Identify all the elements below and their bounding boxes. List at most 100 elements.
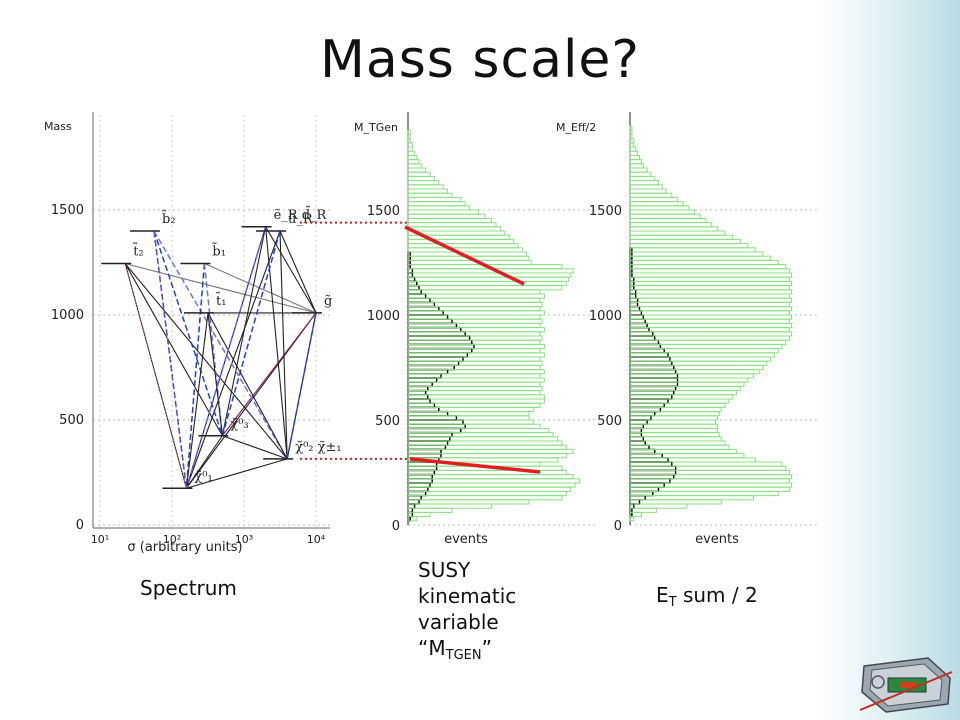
histogram-bar — [629, 259, 779, 266]
decay-line — [125, 263, 317, 314]
histogram-bar — [629, 306, 792, 312]
histogram-bar — [407, 159, 420, 165]
decay-line — [286, 312, 317, 459]
histogram-bar — [629, 146, 637, 152]
histogram-bar — [629, 171, 652, 177]
caption-spectrum: Spectrum — [140, 576, 237, 600]
histogram-bar — [407, 247, 523, 253]
histogram-bar — [629, 301, 791, 308]
histogram-bar — [629, 268, 791, 274]
mass-level-label: ũ_R — [288, 212, 314, 227]
decay-line — [153, 230, 288, 460]
histogram-bar — [629, 133, 633, 140]
y-tick-label: 500 — [597, 414, 622, 429]
histogram-bar — [629, 154, 640, 161]
caption-subscript: T — [668, 595, 677, 610]
histogram-bar — [629, 163, 644, 169]
histogram-bar — [629, 196, 678, 203]
mass-level-label: t̃₁ — [215, 292, 226, 309]
histogram-bar — [629, 280, 792, 287]
histogram-bar — [407, 196, 462, 203]
decay-line — [222, 435, 288, 460]
histogram-bar — [629, 255, 772, 261]
y-tick-label: 1000 — [367, 309, 400, 324]
decay-line — [279, 230, 317, 314]
y-tick-label: 1500 — [367, 204, 400, 219]
decay-line — [207, 312, 288, 460]
decay-line — [124, 263, 223, 437]
histogram-bar — [629, 175, 656, 182]
histogram-bar — [407, 272, 572, 278]
caption-susy-variable: SUSY kinematic variable “MTGEN” — [418, 557, 516, 669]
edge-indicator-line — [409, 457, 541, 474]
decay-line — [204, 263, 317, 314]
histogram-bar — [629, 243, 749, 249]
decay-line — [221, 230, 281, 436]
histogram-bar — [407, 209, 479, 215]
histogram-bar — [407, 495, 563, 501]
histogram-bar — [407, 490, 567, 497]
histogram-bar — [407, 285, 563, 291]
histogram-bar — [407, 289, 541, 295]
histogram-bar — [629, 125, 633, 131]
histogram-bar — [629, 201, 684, 207]
mass-level-label: b̃₁ — [212, 243, 226, 260]
x-axis-label: σ (arbitrary units) — [127, 540, 242, 555]
histogram-bar — [407, 154, 418, 161]
histogram-bar — [407, 276, 570, 282]
histogram-bar — [407, 486, 572, 492]
histogram-bar — [629, 238, 741, 245]
histogram-bar — [629, 213, 701, 219]
histogram-bar — [629, 230, 726, 236]
caption-text: “M — [418, 636, 446, 660]
edge-indicator-line — [404, 225, 525, 286]
mass-level-label: χ̃⁰₁ — [194, 469, 212, 484]
x-tick-label: 10¹ — [91, 533, 109, 546]
decay-line — [279, 230, 288, 459]
histogram-bar — [407, 175, 435, 182]
histogram-bar — [629, 318, 791, 324]
histogram-bar — [629, 297, 792, 303]
histogram-bar — [629, 205, 690, 211]
mass-level-label: t̃₂ — [132, 243, 143, 260]
histogram-bar — [407, 146, 413, 152]
mass-level-label: χ̃⁰₂ χ̃±₁ — [295, 440, 341, 455]
decay-line — [185, 226, 267, 489]
histogram-bar — [407, 217, 493, 224]
histogram-bar — [407, 180, 440, 186]
caption-line: SUSY — [418, 558, 471, 582]
caption-line: kinematic — [418, 584, 517, 608]
histogram-bar — [629, 184, 663, 190]
y-tick-label: 0 — [614, 519, 622, 534]
histogram-bar — [629, 209, 696, 215]
y-tick-label: 1000 — [51, 308, 84, 323]
histogram-bar — [407, 138, 411, 144]
y-tick-label: 500 — [375, 414, 400, 429]
y-tick-label: 500 — [59, 413, 84, 428]
y-tick-label: 1000 — [589, 309, 622, 324]
histogram-bar — [629, 264, 787, 270]
histogram-bar — [407, 482, 576, 488]
histogram-bar — [407, 201, 466, 207]
histogram-bar — [407, 163, 422, 169]
histogram-bar — [407, 184, 444, 190]
histogram-bar — [407, 171, 431, 177]
x-axis-label: events — [695, 532, 739, 547]
decay-line — [265, 226, 317, 314]
y-tick-label: 0 — [76, 518, 84, 533]
histogram-bar — [629, 188, 667, 194]
histogram-bar — [629, 276, 791, 282]
histogram-bar — [629, 327, 791, 333]
caption-et-sum: ET sum / 2 — [656, 582, 758, 616]
x-tick-label: 10³ — [235, 533, 253, 546]
mass-level-label: ẽ_R d̃_R — [274, 206, 328, 223]
histogram-bar — [407, 499, 530, 505]
histogram-bar — [629, 167, 648, 173]
y-axis-label: M_TGen — [354, 121, 398, 134]
histogram-bar — [629, 285, 791, 291]
histogram-bar — [407, 142, 413, 148]
caption-line-mtgen: “MTGEN” — [418, 635, 516, 669]
histogram-bar — [407, 133, 411, 140]
histogram-bar — [407, 150, 416, 156]
